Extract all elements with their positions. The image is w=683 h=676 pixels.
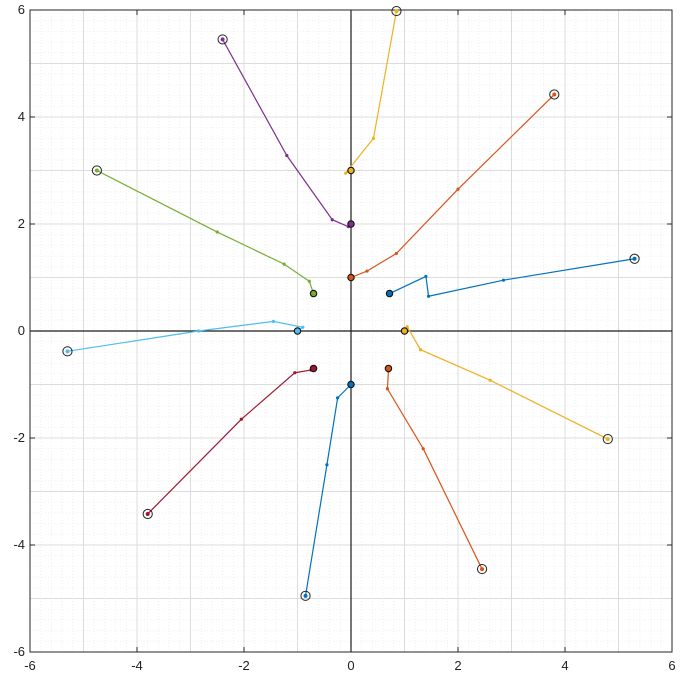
trajectory-point [293,371,297,375]
trajectory-point [307,279,311,283]
x-tick-label: 0 [347,658,354,673]
trajectory-point [488,378,492,382]
start-marker [347,166,355,175]
end-marker [217,34,228,45]
start-marker [400,327,409,335]
trajectory-line [304,384,352,596]
end-marker [602,433,613,445]
trajectory-point [301,325,305,329]
trajectory-point [371,136,376,140]
y-tick-label: -6 [13,644,25,659]
end-marker [142,508,153,520]
x-tick-label: -2 [238,658,250,673]
end-marker-dot [480,567,485,572]
y-tick-label: 0 [18,323,25,338]
end-marker-dot [145,511,150,516]
trajectory-series [62,319,305,357]
trajectory-point [336,396,340,400]
trajectory-point [325,463,329,467]
trajectory-point [196,329,201,333]
start-marker [347,273,355,282]
y-tick-labels: -6 -4 -2 0 2 4 6 [13,2,25,659]
trajectory-series [91,165,318,298]
trajectory-point [501,278,506,282]
y-tick-label: 4 [18,109,25,124]
start-marker [385,289,394,298]
end-marker [549,89,560,100]
x-tick-label: 2 [454,658,461,673]
trajectory-point [239,417,243,421]
trajectory-point [405,325,409,329]
end-marker [391,5,402,17]
end-marker-dot [552,92,557,97]
trajectory-series [217,34,355,229]
x-tick-label: -6 [24,658,36,673]
trajectory-series [344,5,402,175]
trajectory-series [400,325,613,445]
trajectory-point [421,447,425,451]
start-marker [309,289,318,298]
end-marker [91,165,102,176]
start-marker [293,327,302,335]
end-marker-dot [94,168,99,173]
x-tick-label: 6 [668,658,675,673]
y-tick-label: 2 [18,216,25,231]
x-tick-label: -4 [131,658,143,673]
end-marker [629,253,640,264]
trajectory-point [271,319,276,323]
y-tick-label: -4 [13,537,25,552]
trajectory-point [285,153,289,158]
series-layer [62,5,640,601]
trajectory-point [394,251,399,256]
trajectory-point [385,387,389,391]
end-marker-dot [303,593,308,598]
plot-frame [29,9,673,653]
trajectory-point [282,262,286,266]
start-marker [347,220,355,228]
trajectory-point [424,274,428,279]
end-marker-dot [632,256,637,261]
start-marker [384,364,393,373]
trajectory-point [426,294,431,298]
trajectory-series [142,364,318,520]
end-marker-dot [220,37,225,42]
trajectory-series [384,364,488,575]
trajectory-series [385,253,640,298]
trajectory-point [456,187,460,191]
trajectory-series [300,380,355,601]
end-marker-dot [605,437,610,442]
start-marker [309,364,318,373]
trajectory-series [347,89,560,282]
trajectory-point [418,348,423,352]
origin-axes [29,9,673,653]
x-tick-labels: -6 -4 -2 0 2 4 6 [24,658,675,673]
trajectory-point [330,218,334,222]
end-marker [476,563,488,575]
trajectory-point [365,269,369,273]
end-marker-dot [65,349,70,354]
end-marker [62,346,73,357]
start-marker [347,380,355,389]
trajectory-point [344,171,348,175]
end-marker-dot [394,9,399,14]
y-tick-label: -2 [13,430,25,445]
trajectory-point [215,230,219,234]
x-tick-label: 4 [561,658,568,673]
y-tick-label: 6 [18,2,25,17]
end-marker [300,590,311,601]
